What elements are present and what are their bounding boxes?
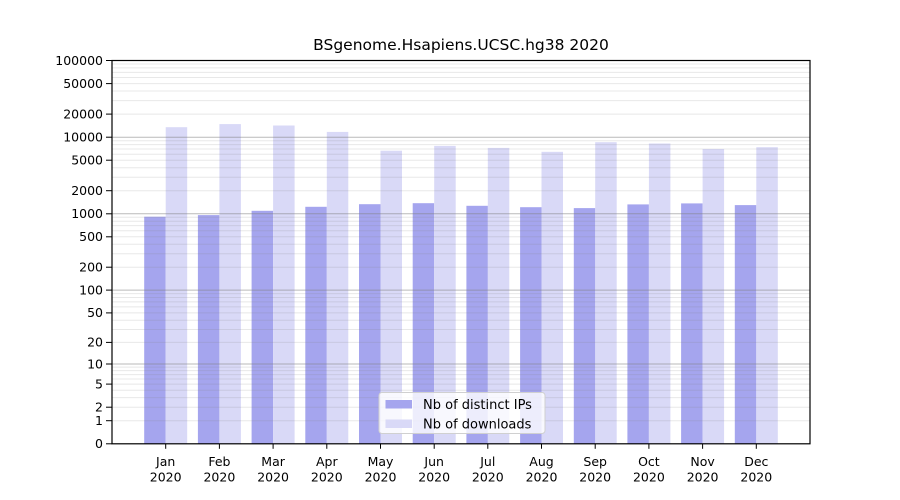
bar-downloads-dec bbox=[756, 147, 778, 444]
x-tick-label-year-apr: 2020 bbox=[311, 470, 343, 485]
bar-ips-jan bbox=[144, 216, 166, 444]
x-tick-label-year-jun: 2020 bbox=[418, 470, 450, 485]
bar-downloads-nov bbox=[702, 149, 725, 444]
legend-swatch-downloads bbox=[385, 419, 412, 428]
x-tick-label-month-aug: Aug bbox=[529, 454, 553, 469]
bar-downloads-jul bbox=[487, 147, 510, 444]
bar-ips-aug bbox=[520, 207, 542, 444]
x-tick-label-month-feb: Feb bbox=[208, 454, 230, 469]
bar-ips-sep bbox=[573, 208, 596, 444]
y-tick-label-1: 1 bbox=[95, 413, 103, 428]
bar-downloads-may bbox=[380, 150, 402, 444]
bar-downloads-jun bbox=[434, 145, 456, 444]
bar-ips-jun bbox=[412, 203, 435, 444]
bar-ips-feb bbox=[197, 215, 220, 444]
legend-label-downloads: Nb of downloads bbox=[423, 418, 532, 433]
x-tick-label-month-jul: Jul bbox=[479, 454, 495, 469]
x-tick-label-year-sep: 2020 bbox=[579, 470, 611, 485]
bar-ips-nov bbox=[681, 203, 703, 444]
x-tick-label-year-mar: 2020 bbox=[257, 470, 289, 485]
y-tick-label-1000: 1000 bbox=[71, 206, 103, 221]
x-tick-label-year-jan: 2020 bbox=[150, 470, 182, 485]
plot-border bbox=[111, 59, 811, 445]
y-tick-label-20000: 20000 bbox=[63, 106, 103, 121]
x-tick-label-month-sep: Sep bbox=[583, 454, 607, 469]
bar-downloads-feb bbox=[219, 124, 241, 444]
y-tick-label-20: 20 bbox=[87, 335, 103, 350]
x-tick-label-month-jan: Jan bbox=[155, 454, 175, 469]
x-tick-label-year-aug: 2020 bbox=[526, 470, 558, 485]
x-tick-label-year-jul: 2020 bbox=[472, 470, 504, 485]
x-tick-label-year-oct: 2020 bbox=[633, 470, 665, 485]
x-tick-label-month-nov: Nov bbox=[690, 454, 715, 469]
y-tick-label-5: 5 bbox=[95, 376, 103, 391]
bar-downloads-mar bbox=[273, 125, 295, 444]
legend-label-ips: Nb of distinct IPs bbox=[423, 398, 532, 413]
x-tick-label-month-oct: Oct bbox=[638, 454, 660, 469]
bar-downloads-apr bbox=[326, 131, 349, 444]
x-tick-label-month-mar: Mar bbox=[261, 454, 285, 469]
bar-ips-jul bbox=[466, 205, 488, 444]
y-tick-label-50000: 50000 bbox=[63, 76, 103, 91]
legend-box bbox=[378, 392, 546, 434]
y-tick-label-200: 200 bbox=[79, 260, 103, 275]
bar-downloads-aug bbox=[541, 151, 563, 444]
x-tick-label-month-dec: Dec bbox=[744, 454, 768, 469]
y-tick-label-100000: 100000 bbox=[55, 53, 103, 68]
y-tick-label-50: 50 bbox=[87, 305, 103, 320]
bar-ips-dec bbox=[734, 205, 757, 444]
bar-ips-may bbox=[359, 204, 381, 444]
bar-ips-apr bbox=[305, 206, 327, 444]
x-tick-label-year-feb: 2020 bbox=[203, 470, 235, 485]
bar-ips-mar bbox=[251, 210, 274, 444]
bar-ips-oct bbox=[627, 204, 649, 444]
legend-swatch-ips bbox=[385, 400, 412, 409]
x-tick-label-year-nov: 2020 bbox=[687, 470, 719, 485]
x-tick-label-month-apr: Apr bbox=[316, 454, 338, 469]
y-tick-label-2: 2 bbox=[95, 400, 103, 415]
x-tick-label-month-may: May bbox=[368, 454, 394, 469]
y-tick-label-100: 100 bbox=[79, 282, 103, 297]
bar-downloads-sep bbox=[595, 142, 617, 444]
bar-downloads-oct bbox=[648, 143, 671, 444]
y-tick-label-500: 500 bbox=[79, 229, 103, 244]
y-tick-label-10: 10 bbox=[87, 356, 103, 371]
chart-title: BSgenome.Hsapiens.UCSC.hg38 2020 bbox=[313, 36, 609, 54]
y-tick-label-0: 0 bbox=[95, 436, 103, 451]
x-tick-label-month-jun: Jun bbox=[423, 454, 444, 469]
x-tick-label-year-dec: 2020 bbox=[740, 470, 772, 485]
y-tick-label-2000: 2000 bbox=[71, 183, 103, 198]
y-tick-label-5000: 5000 bbox=[71, 153, 103, 168]
x-tick-label-year-may: 2020 bbox=[365, 470, 397, 485]
bar-downloads-jan bbox=[165, 127, 188, 444]
y-tick-label-10000: 10000 bbox=[63, 130, 103, 145]
